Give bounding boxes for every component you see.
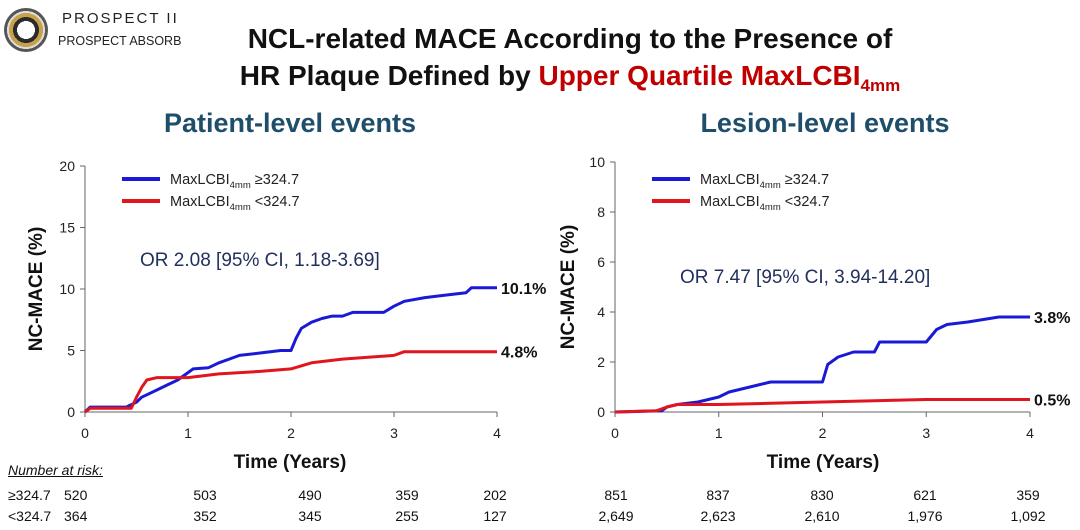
legend-label-sub: 4mm (230, 202, 251, 213)
risk-cell-patient: 364 (64, 508, 88, 524)
y-tick-label: 5 (67, 343, 75, 359)
legend-label-sub: 4mm (760, 180, 781, 191)
risk-cell-patient: 520 (64, 487, 88, 503)
risk-cell-patient: 490 (298, 487, 322, 503)
y-tick-label: 20 (59, 158, 75, 174)
y-tick-label: 8 (597, 204, 605, 220)
risk-cell-lesion: 1,092 (1010, 508, 1046, 524)
risk-cell-lesion: 621 (913, 487, 937, 503)
series-line-low (84, 350, 497, 414)
x-tick-label: 3 (390, 425, 398, 441)
y-tick-label: 6 (597, 254, 605, 270)
legend-label-sub: 4mm (230, 180, 251, 191)
legend-label-base: MaxLCBI (700, 194, 760, 210)
title-line2-red: Upper Quartile MaxLCBI4mm (538, 60, 900, 95)
legend-label: MaxLCBI4mm <324.7 (170, 194, 300, 213)
x-tick-label: 4 (1026, 425, 1034, 441)
legend-label: MaxLCBI4mm ≥324.7 (170, 172, 299, 191)
risk-cell-lesion: 830 (810, 487, 834, 503)
title-line2: HR Plaque Defined by Upper Quartile MaxL… (200, 57, 940, 104)
y-tick-label: 0 (597, 404, 605, 420)
risk-cell-lesion: 359 (1016, 487, 1040, 503)
y-axis-label: NC-MACE (%) (26, 227, 47, 352)
x-tick-label: 2 (287, 425, 295, 441)
risk-cell-lesion: 851 (604, 487, 628, 503)
legend-label: MaxLCBI4mm ≥324.7 (700, 172, 829, 191)
x-tick-label: 0 (611, 425, 619, 441)
end-value-label: 10.1% (501, 281, 546, 298)
legend-label-tail: <324.7 (251, 194, 300, 210)
risk-header: Number at risk: (8, 462, 103, 478)
risk-cell-patient: 359 (395, 487, 419, 503)
end-value-label: 3.8% (1034, 310, 1070, 327)
y-tick-label: 2 (597, 354, 605, 370)
series-line-high (614, 315, 1030, 414)
risk-cell-lesion: 837 (706, 487, 730, 503)
x-tick-label: 2 (819, 425, 827, 441)
series-line-low (614, 398, 1030, 414)
legend-label-base: MaxLCBI (700, 172, 760, 188)
risk-row-label: <324.7 (8, 508, 52, 524)
title-red-base: Upper Quartile MaxLCBI (538, 60, 861, 91)
risk-cell-patient: 255 (395, 508, 419, 524)
legend-label-tail: ≥324.7 (251, 172, 299, 188)
title-line1: NCL-related MACE According to the Presen… (247, 23, 893, 54)
risk-cell-patient: 503 (193, 487, 217, 503)
title-red-sub: 4mm (860, 76, 901, 95)
logo-line1: PROSPECT II (62, 10, 179, 27)
legend-label-base: MaxLCBI (170, 172, 230, 188)
legend-label-tail: <324.7 (781, 194, 830, 210)
legend-label-tail: ≥324.7 (781, 172, 829, 188)
x-tick-label: 1 (184, 425, 192, 441)
panel-title-patient: Patient-level events (163, 108, 417, 138)
logo-emblem-icon (4, 8, 48, 52)
risk-cell-lesion: 2,623 (700, 508, 736, 524)
legend-label-sub: 4mm (760, 202, 781, 213)
end-value-label: 0.5% (1034, 393, 1070, 410)
prospect-logo: PROSPECT II PROSPECT ABSORB (4, 4, 194, 54)
title-line2-prefix: HR Plaque Defined by (239, 60, 539, 91)
slide-title: NCL-related MACE According to the Presen… (200, 20, 940, 104)
x-tick-label: 1 (715, 425, 723, 441)
y-tick-label: 0 (67, 404, 75, 420)
risk-cell-patient: 345 (298, 508, 322, 524)
y-axis-label: NC-MACE (%) (558, 225, 579, 350)
risk-cell-lesion: 2,610 (804, 508, 840, 524)
odds-ratio-annotation: OR 2.08 [95% CI, 1.18-3.69] (140, 250, 380, 271)
risk-row-label: ≥324.7 (8, 487, 51, 503)
x-tick-label: 3 (922, 425, 930, 441)
y-tick-label: 15 (59, 220, 75, 236)
y-tick-label: 10 (589, 154, 605, 170)
end-value-label: 4.8% (501, 345, 537, 362)
x-axis-label: Time (Years) (234, 452, 347, 473)
x-axis-label: Time (Years) (767, 452, 880, 473)
x-tick-label: 0 (81, 425, 89, 441)
panel-title-lesion: Lesion-level events (700, 108, 950, 138)
logo-line2: PROSPECT ABSORB (58, 34, 182, 48)
risk-cell-patient: 127 (483, 508, 507, 524)
series-line-high (83, 286, 497, 414)
risk-cell-patient: 202 (483, 487, 507, 503)
risk-cell-lesion: 1,976 (907, 508, 943, 524)
legend-label-base: MaxLCBI (170, 194, 230, 210)
y-tick-label: 4 (597, 304, 605, 320)
odds-ratio-annotation: OR 7.47 [95% CI, 3.94-14.20] (680, 267, 930, 288)
y-tick-label: 10 (59, 281, 75, 297)
legend-label: MaxLCBI4mm <324.7 (700, 194, 830, 213)
x-tick-label: 4 (493, 425, 501, 441)
risk-cell-patient: 352 (193, 508, 217, 524)
risk-cell-lesion: 2,649 (598, 508, 634, 524)
